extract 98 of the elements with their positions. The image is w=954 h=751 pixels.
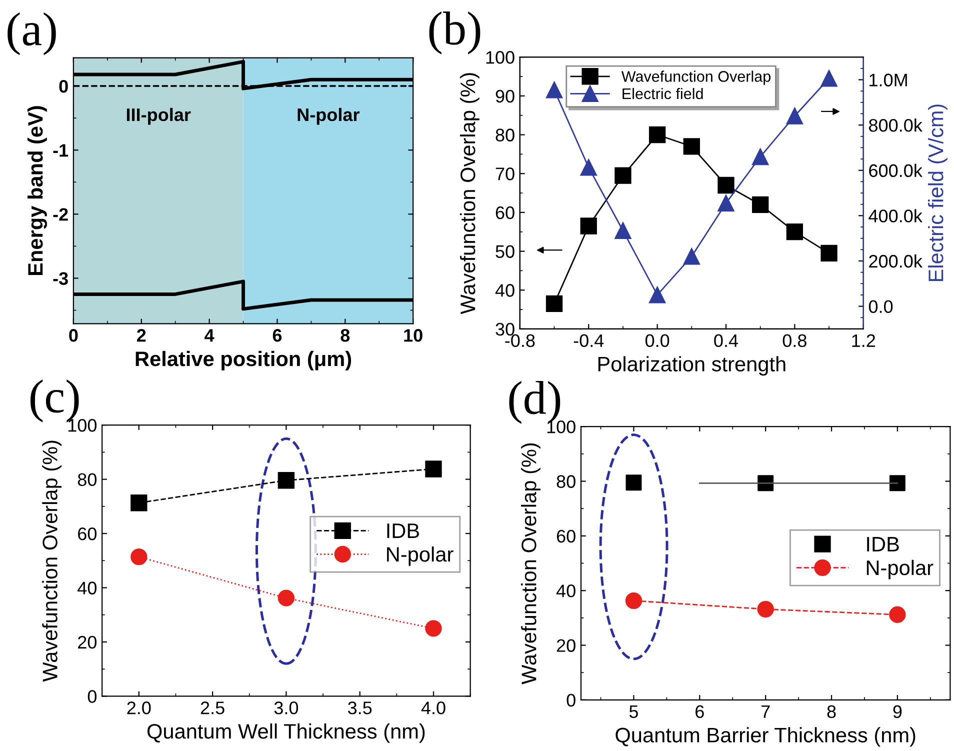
legend-label: Electric field — [622, 88, 703, 100]
x-tick-label: 2 — [136, 329, 146, 342]
point — [820, 70, 838, 87]
point — [130, 494, 148, 512]
x-tick-label: 1.2 — [852, 334, 876, 347]
x-tick-label: 6 — [272, 329, 282, 342]
y-tick-label: 40 — [78, 582, 97, 594]
y2-tick-label: 800.0k — [869, 118, 922, 132]
point — [546, 295, 563, 312]
x-tick-label: 3.0 — [274, 702, 298, 714]
y-tick-label: 20 — [556, 639, 576, 652]
y-tick-label: 0 — [88, 690, 97, 703]
x-axis-title: Relative position (μm) — [136, 350, 352, 370]
x-tick-label: 8 — [340, 329, 350, 342]
point — [757, 600, 774, 618]
legend-label: N-polar — [866, 560, 934, 580]
x-tick-label: 2.5 — [200, 702, 224, 714]
point — [626, 474, 642, 491]
y-tick-label: 0 — [59, 80, 68, 93]
y-tick-label: 40 — [556, 584, 576, 598]
x-tick-label: -0.8 — [505, 334, 535, 348]
y-tick-label: -3 — [53, 272, 68, 285]
point — [648, 286, 666, 304]
x-axis-title: Polarization strength — [598, 356, 786, 376]
point — [820, 244, 838, 262]
point — [786, 224, 804, 240]
point — [683, 138, 700, 155]
point — [580, 159, 597, 176]
x-tick-label: 2.0 — [127, 702, 151, 714]
y-tick-label: -1 — [53, 144, 68, 157]
point — [648, 126, 666, 144]
point — [278, 472, 295, 489]
y-tick-label: 60 — [556, 530, 576, 543]
x-tick-label: 5 — [629, 705, 638, 718]
x-tick-label: 3.5 — [348, 702, 372, 714]
point — [614, 222, 632, 239]
y-tick-label: 30 — [496, 322, 514, 336]
x-tick-label: 0.0 — [645, 334, 670, 348]
chart-title: (b) — [429, 12, 480, 54]
point — [683, 248, 700, 265]
y-axis-title: Energy band (eV) — [27, 106, 47, 276]
x-axis-title: Quantum Well Thickness (nm) — [147, 723, 425, 743]
point — [752, 148, 769, 166]
x-tick-label: 9 — [893, 705, 902, 718]
x-tick-label: 0.8 — [782, 334, 806, 348]
y2-tick-label: 0.0 — [868, 300, 893, 314]
chart-title: (a) — [8, 12, 56, 56]
x-tick-label: 8 — [827, 705, 836, 718]
point — [718, 176, 734, 194]
point — [130, 548, 148, 566]
point — [614, 167, 632, 184]
point — [752, 196, 769, 213]
y2-tick-label: 1.0M — [870, 74, 907, 86]
legend-label: IDB — [867, 537, 899, 552]
point — [278, 590, 295, 606]
legend-label: Wavefunction Overlap — [621, 70, 770, 85]
point — [546, 82, 563, 98]
y-tick-label: 80 — [556, 475, 576, 488]
point — [786, 108, 804, 124]
point — [580, 218, 597, 234]
y2-tick-label: 400.0k — [868, 209, 922, 222]
x-tick-label: 4 — [204, 329, 214, 342]
y-tick-label: 100 — [486, 51, 514, 64]
y-axis-title: Wavefunction Overlap (%) — [42, 440, 62, 682]
y-tick-label: 20 — [78, 636, 97, 649]
x-tick-label: 7 — [761, 705, 770, 718]
x-tick-label: 0 — [69, 329, 78, 342]
legend-label: IDB — [387, 524, 419, 538]
point — [889, 475, 906, 492]
y-tick-label: 60 — [78, 527, 97, 540]
x-axis-title: Quantum Barrier Thickness (nm) — [616, 727, 916, 747]
y2-tick-label: 600.0k — [869, 164, 922, 178]
legend-label: N-polar — [387, 546, 454, 566]
point — [889, 606, 906, 623]
band-label: III-polar — [126, 108, 191, 125]
y-tick-label: 80 — [78, 473, 97, 486]
y-axis-title: Wavefunction Overlap (%) — [460, 73, 480, 314]
x-tick-label: 4.0 — [421, 702, 446, 714]
y-tick-label: 40 — [495, 284, 514, 297]
point — [425, 620, 442, 637]
y-tick-label: 50 — [496, 245, 514, 258]
x-tick-label: 10 — [404, 329, 422, 342]
x-tick-label: 6 — [696, 705, 704, 718]
y2-tick-label: 200.0k — [869, 254, 922, 268]
x-tick-label: -0.4 — [574, 334, 604, 348]
y-tick-label: 60 — [496, 206, 514, 220]
point — [758, 475, 774, 492]
y-tick-label: -2 — [53, 208, 68, 221]
point — [425, 460, 442, 478]
y2-axis-title: Electric field (V/cm) — [928, 104, 948, 282]
y-tick-label: 90 — [496, 90, 514, 103]
band-label: N-polar — [298, 108, 360, 125]
y-tick-label: 70 — [496, 168, 514, 180]
y-tick-label: 80 — [496, 128, 514, 142]
point — [625, 592, 642, 610]
x-tick-label: 0.4 — [714, 334, 738, 348]
point — [718, 194, 734, 212]
y-axis-title: Wavefunction Overlap (%) — [521, 443, 540, 684]
